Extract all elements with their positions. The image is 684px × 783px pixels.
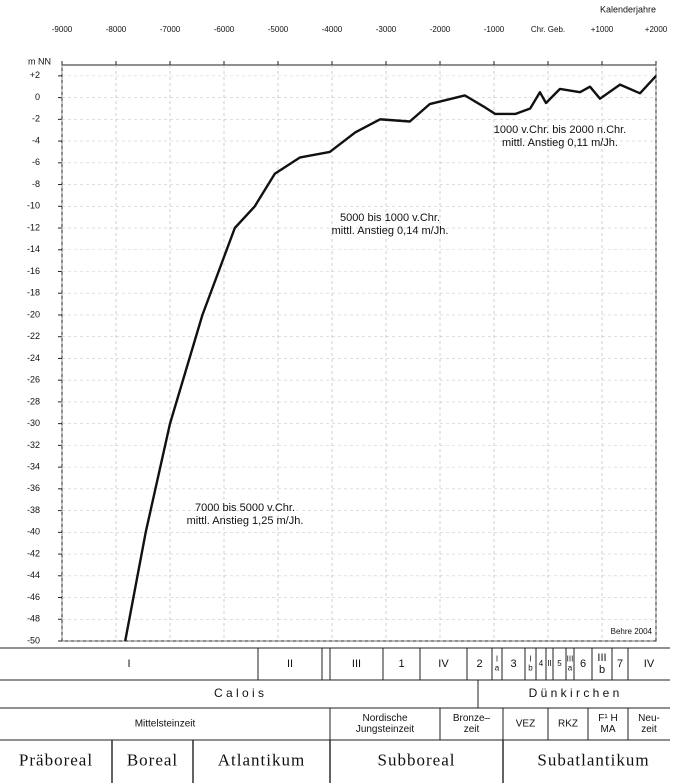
zone-label: I [496,655,498,664]
zone-label: Atlantikum [218,750,305,769]
x-tick-label: -9000 [52,25,73,34]
zone-label: Boreal [127,750,178,769]
zone-label: III [352,658,361,670]
zone-label: 2 [476,658,482,670]
annotation: mittl. Anstieg 1,25 m/Jh. [187,515,304,527]
annotation: 7000 bis 5000 v.Chr. [195,502,295,514]
y-tick-label: -18 [27,288,40,298]
y-tick-label: -16 [27,266,40,276]
y-tick-label: -22 [27,331,40,341]
zone-label: a [568,664,573,673]
zone-label: 5 [557,659,562,668]
y-tick-label: -10 [27,201,40,211]
zone-label: II [287,658,293,670]
zone-label: Neu- [638,713,660,724]
zone-label: C a l o i s [214,686,264,700]
x-tick-label: -2000 [430,25,451,34]
zone-label: Mittelsteinzeit [135,719,196,730]
zone-label: Präboreal [19,750,93,769]
zone-label: MA [601,724,616,735]
zone-label: zeit [641,724,657,735]
zone-label: 3 [510,658,516,670]
zone-label: b [528,664,533,673]
annotation: 1000 v.Chr. bis 2000 n.Chr. [494,124,627,136]
y-tick-label: +2 [30,70,40,80]
zone-label: IV [644,658,655,670]
zone-label: I [529,655,531,664]
zone-label: Subatlantikum [537,750,649,769]
zone-label: 6 [580,658,586,670]
x-tick-label: -1000 [484,25,505,34]
sea-level-line [124,75,657,642]
x-axis-title: Kalenderjahre [600,4,656,14]
y-tick-label: -38 [27,505,40,515]
x-tick-label: -5000 [268,25,289,34]
annotation: mittl. Anstieg 0,14 m/Jh. [332,225,449,237]
y-tick-label: -26 [27,375,40,385]
zone-label: III [597,652,606,664]
zone-label: Subboreal [378,750,456,769]
x-tick-label: -7000 [160,25,181,34]
y-tick-label: -46 [27,592,40,602]
y-tick-label: -36 [27,483,40,493]
x-tick-label: -6000 [214,25,235,34]
zone-label: D ü n k i r c h e n [529,686,620,700]
zone-label: 4 [539,659,544,668]
y-axis-title: m NN [28,56,51,66]
y-tick-label: -12 [27,222,40,232]
y-tick-label: -42 [27,548,40,558]
y-tick-label: -6 [32,157,40,167]
y-tick-label: -30 [27,418,40,428]
y-tick-label: -2 [32,114,40,124]
y-tick-label: -14 [27,244,40,254]
y-tick-label: -8 [32,179,40,189]
y-tick-label: -28 [27,396,40,406]
annotation: mittl. Anstieg 0,11 m/Jh. [502,137,618,149]
zone-label: I [127,658,130,670]
zone-label: IV [438,658,449,670]
y-tick-label: -32 [27,440,40,450]
zone-label: zeit [464,724,480,735]
x-tick-label: +2000 [645,25,668,34]
x-tick-label: -8000 [106,25,127,34]
y-tick-label: -20 [27,309,40,319]
y-tick-label: -48 [27,614,40,624]
x-tick-label: -4000 [322,25,343,34]
y-tick-label: -40 [27,527,40,537]
zone-label: 1 [398,658,404,670]
zone-label: RKZ [558,719,578,730]
zone-label: Jungsteinzeit [356,724,415,735]
x-tick-label: +1000 [591,25,614,34]
x-tick-label: -3000 [376,25,397,34]
zone-label: a [495,664,500,673]
y-tick-label: -50 [27,635,40,645]
zone-label: VEZ [516,719,535,730]
zone-label: F¹ H [598,713,617,724]
zone-label: Nordische [362,713,407,724]
plot-frame [61,64,657,642]
x-tick-label: Chr. Geb. [531,25,565,34]
credit: Behre 2004 [611,627,653,636]
zone-label: Bronze– [453,713,491,724]
annotation: 5000 bis 1000 v.Chr. [340,212,440,224]
zone-label: III [567,655,574,664]
zone-label: II [547,659,551,668]
y-tick-label: -34 [27,461,40,471]
zone-label: 7 [617,658,623,670]
y-tick-label: -24 [27,353,40,363]
zone-label: b [599,664,605,676]
y-tick-label: 0 [35,92,40,102]
y-tick-label: -4 [32,135,40,145]
y-tick-label: -44 [27,570,40,580]
